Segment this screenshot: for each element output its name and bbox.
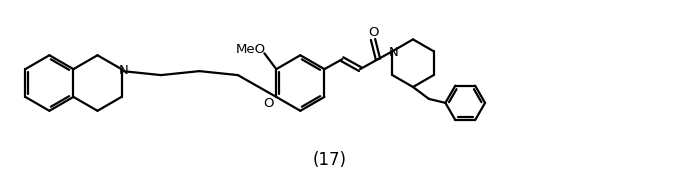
Text: MeO: MeO xyxy=(236,43,266,56)
Text: N: N xyxy=(388,46,398,59)
Text: (17): (17) xyxy=(313,151,347,169)
Text: N: N xyxy=(119,64,128,77)
Text: O: O xyxy=(263,97,273,110)
Text: O: O xyxy=(368,26,378,39)
